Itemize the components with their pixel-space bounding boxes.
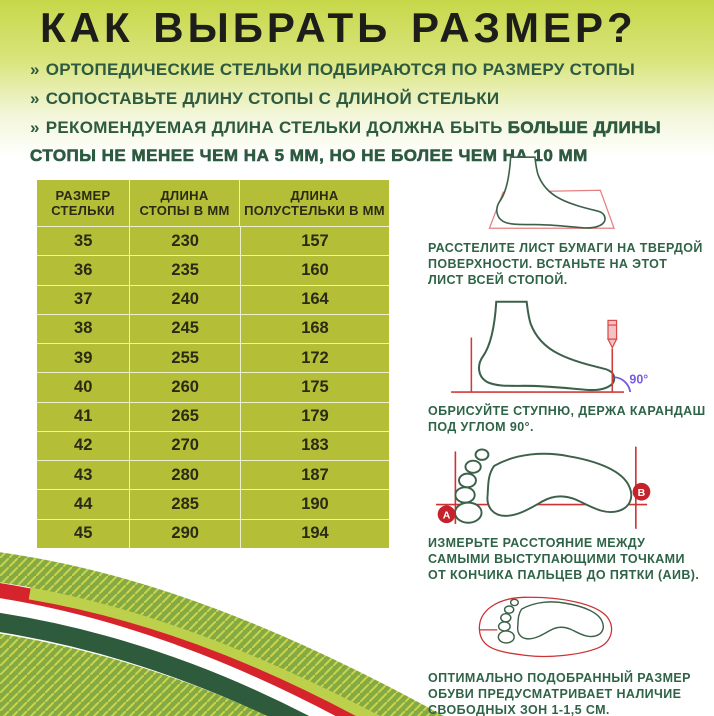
table-cell: 194 — [301, 524, 329, 543]
size-table-header: РАЗМЕР СТЕЛЬКИ ДЛИНА СТОПЫ В ММ ДЛИНА ПО… — [37, 180, 389, 226]
instruction-step-1: РАССТЕЛИТЕ ЛИСТ БУМАГИ НА ТВЕРДОЙ ПОВЕРХ… — [428, 156, 706, 288]
bullet-text: ОРТОПЕДИЧЕСКИЕ СТЕЛЬКИ ПОДБИРАЮТСЯ ПО РА… — [45, 60, 636, 79]
table-row: 38 245 168 — [37, 313, 389, 344]
table-cell: 240 — [130, 285, 241, 314]
table-cell: 38 — [37, 314, 131, 344]
table-cell: 265 — [130, 402, 241, 431]
bullet-text-emphasis: БОЛЬШЕ ДЛИНЫ СТОПЫ НЕ МЕНЕЕ ЧЕМ НА 5 ММ,… — [30, 118, 662, 166]
table-cell: 157 — [301, 231, 329, 250]
point-a-badge: А — [437, 505, 456, 524]
footprint-inside-insole-icon — [478, 596, 613, 658]
table-cell: 160 — [301, 260, 329, 279]
wave-light-green-band — [28, 584, 388, 716]
point-b-badge: В — [632, 482, 651, 501]
bullet-item: » РЕКОМЕНДУЕМАЯ ДЛИНА СТЕЛЬКИ ДОЛЖНА БЫТЬ… — [30, 114, 702, 170]
bullet-marker-icon: » — [30, 60, 40, 79]
instruction-caption: ОПТИМАЛЬНО ПОДОБРАННЫЙ РАЗМЕР ОБУВИ ПРЕД… — [428, 671, 691, 716]
wave-striped-band — [0, 552, 444, 716]
instruction-caption: ОБРИСУЙТЕ СТУПНЮ, ДЕРЖА КАРАНДАШ ПОД УГЛ… — [428, 404, 706, 434]
wave-dark-green-band — [0, 612, 311, 716]
instructions-column: РАССТЕЛИТЕ ЛИСТ БУМАГИ НА ТВЕРДОЙ ПОВЕРХ… — [428, 156, 706, 716]
table-cell: 255 — [130, 344, 241, 373]
footprint — [497, 598, 605, 644]
table-cell: 36 — [37, 256, 131, 285]
table-cell: 270 — [130, 431, 241, 461]
instruction-step-2: 90° ОБРИСУЙТЕ СТУПНЮ, ДЕРЖА КАРАНДАШ ПОД… — [428, 288, 706, 435]
table-cell: 168 — [301, 319, 329, 338]
table-cell: 260 — [130, 373, 241, 402]
table-cell: 175 — [301, 377, 329, 396]
table-cell: 183 — [301, 436, 329, 455]
table-cell: 187 — [301, 465, 329, 484]
footprint-measure-a-b-icon: А В — [436, 446, 651, 529]
table-row: 42 270 183 — [37, 430, 389, 461]
angle-label: 90° — [629, 372, 648, 386]
paper-sheet — [488, 189, 615, 229]
bullet-item: » ОРТОПЕДИЧЕСКИЕ СТЕЛЬКИ ПОДБИРАЮТСЯ ПО Р… — [30, 56, 702, 84]
table-cell: 41 — [37, 402, 131, 431]
instruction-caption: ИЗМЕРЬТЕ РАССТОЯНИЕ МЕЖДУ САМЫМИ ВЫСТУПА… — [428, 536, 700, 582]
table-cell: 285 — [130, 490, 241, 519]
table-cell: 179 — [301, 407, 329, 426]
table-cell: 42 — [37, 431, 131, 461]
pencil-icon — [606, 319, 618, 350]
table-row: 45 290 194 — [37, 518, 389, 548]
table-cell: 40 — [37, 373, 131, 402]
table-cell: 280 — [130, 461, 241, 490]
column-header-foot-length: ДЛИНА СТОПЫ В ММ — [130, 180, 241, 226]
bullet-text: СОПОСТАВЬТЕ ДЛИНУ СТОПЫ С ДЛИНОЙ СТЕЛЬКИ — [45, 89, 500, 108]
instruction-step-3: А В ИЗМЕРЬТЕ РАССТОЯНИЕ МЕЖДУ САМЫМИ ВЫС… — [428, 435, 706, 583]
bullet-marker-icon: » — [30, 118, 40, 137]
table-cell: 45 — [37, 519, 131, 548]
column-header-insole-size: РАЗМЕР СТЕЛЬКИ — [37, 180, 130, 226]
bullet-marker-icon: » — [30, 89, 40, 108]
svg-text:В: В — [638, 488, 646, 499]
table-row: 37 240 164 — [37, 284, 389, 314]
table-row: 43 280 187 — [37, 460, 389, 490]
bullet-list: » ОРТОПЕДИЧЕСКИЕ СТЕЛЬКИ ПОДБИРАЮТСЯ ПО Р… — [30, 56, 702, 171]
instruction-caption: РАССТЕЛИТЕ ЛИСТ БУМАГИ НА ТВЕРДОЙ ПОВЕРХ… — [428, 241, 703, 287]
table-row: 35 230 157 — [37, 226, 389, 256]
bullet-text: РЕКОМЕНДУЕМАЯ ДЛИНА СТЕЛЬКИ ДОЛЖНА БЫТЬ — [45, 118, 508, 137]
table-cell: 190 — [301, 495, 329, 514]
table-cell: 44 — [37, 490, 131, 519]
bullet-item: » СОПОСТАВЬТЕ ДЛИНУ СТОПЫ С ДЛИНОЙ СТЕЛЬК… — [30, 85, 702, 113]
instruction-step-4: ОПТИМАЛЬНО ПОДОБРАННЫЙ РАЗМЕР ОБУВИ ПРЕД… — [428, 583, 706, 716]
table-cell: 39 — [37, 344, 131, 373]
foot-on-paper-sheet-icon — [488, 156, 615, 229]
table-cell: 245 — [130, 314, 241, 344]
table-cell: 290 — [130, 519, 241, 548]
table-cell: 235 — [130, 256, 241, 285]
decorative-wave-stripes — [0, 552, 444, 716]
table-cell: 35 — [37, 227, 131, 256]
wave-striped-fill — [0, 633, 268, 716]
table-cell: 37 — [37, 285, 131, 314]
size-table: РАЗМЕР СТЕЛЬКИ ДЛИНА СТОПЫ В ММ ДЛИНА ПО… — [37, 180, 389, 548]
column-header-half-insole-length: ДЛИНА ПОЛУСТЕЛЬКИ В ММ — [244, 188, 385, 218]
foot-outline — [496, 156, 606, 229]
foot-outline — [478, 300, 616, 392]
angle-arc — [614, 376, 632, 393]
table-cell: 43 — [37, 461, 131, 490]
table-row: 40 260 175 — [37, 372, 389, 402]
insole-outline — [478, 596, 613, 658]
table-cell: 172 — [301, 348, 329, 367]
svg-text:А: А — [443, 510, 451, 521]
table-row: 39 255 172 — [37, 343, 389, 373]
table-cell: 230 — [130, 227, 241, 256]
table-row: 41 265 179 — [37, 401, 389, 431]
table-row: 44 285 190 — [37, 489, 389, 519]
foot-outline-with-pencil-icon: 90° — [451, 300, 648, 393]
wave-white-band — [0, 598, 335, 716]
page-title: КАК ВЫБРАТЬ РАЗМЕР? — [40, 4, 637, 51]
table-row: 36 235 160 — [37, 255, 389, 285]
footprint — [454, 448, 633, 524]
header-gradient-background — [0, 0, 714, 158]
table-cell: 164 — [301, 290, 329, 309]
